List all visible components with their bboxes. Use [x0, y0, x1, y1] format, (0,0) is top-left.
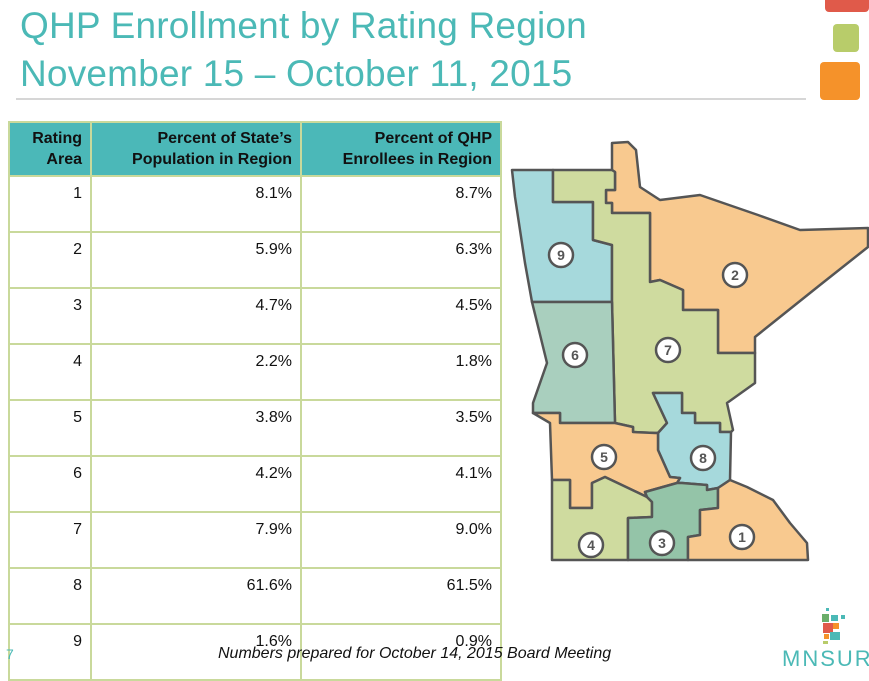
rating-area-cell: 8 — [8, 567, 92, 625]
rating-area-cell: 2 — [8, 231, 92, 289]
enrollee-percent-cell: 9.0% — [300, 511, 502, 569]
table-row: 7 7.9% 9.0% — [8, 511, 502, 569]
logo-mark-square — [830, 632, 840, 640]
title-line-2: November 15 – October 11, 2015 — [20, 53, 573, 94]
rating-area-cell: 6 — [8, 455, 92, 513]
logo-mark-square — [822, 614, 829, 622]
region-label: 9 — [557, 247, 565, 263]
table-row: 4 2.2% 1.8% — [8, 343, 502, 401]
population-percent-cell: 5.9% — [90, 231, 302, 289]
region-label: 5 — [600, 449, 608, 465]
table-row: 5 3.8% 3.5% — [8, 399, 502, 457]
region-marker — [577, 531, 605, 559]
mnsure-logo: MNSURE — [782, 646, 869, 671]
region-marker — [728, 523, 756, 551]
column-header-line: Population in Region — [132, 151, 292, 168]
column-header: Rating Area — [8, 121, 92, 177]
logo-mark-square — [823, 623, 833, 633]
enrollee-percent-cell: 3.5% — [300, 399, 502, 457]
rating-area-cell: 1 — [8, 175, 92, 233]
minnesota-region-map: 1 2 3 4 5 6 7 8 9 — [510, 140, 869, 644]
enrollee-percent-cell: 6.3% — [300, 231, 502, 289]
logo-mark-square — [831, 615, 838, 621]
column-header-line: Percent of State’s — [157, 130, 292, 147]
footer-note: Numbers prepared for October 14, 2015 Bo… — [218, 645, 612, 662]
title-line-1: QHP Enrollment by Rating Region — [20, 5, 587, 46]
region-marker — [590, 443, 618, 471]
title-divider — [16, 98, 806, 100]
column-header: Percent of State’s Population in Region — [90, 121, 302, 177]
enrollee-percent-cell: 4.5% — [300, 287, 502, 345]
deco-square-red — [825, 0, 869, 12]
table-row: 8 61.6% 61.5% — [8, 567, 502, 625]
region-marker — [648, 529, 676, 557]
table-row: 2 5.9% 6.3% — [8, 231, 502, 289]
column-header-line: Enrollees in Region — [342, 151, 492, 168]
region-marker — [547, 241, 575, 269]
deco-square-orange — [820, 62, 860, 100]
table-row: 6 4.2% 4.1% — [8, 455, 502, 513]
table-row: 3 4.7% 4.5% — [8, 287, 502, 345]
rating-area-cell: 7 — [8, 511, 92, 569]
region-label: 1 — [738, 529, 746, 545]
region-marker — [689, 444, 717, 472]
slide-title: QHP Enrollment by Rating Region November… — [20, 2, 587, 98]
region-marker — [721, 261, 749, 289]
rating-area-cell: 5 — [8, 399, 92, 457]
table-row: 1 8.1% 8.7% — [8, 175, 502, 233]
page-number: 7 — [6, 646, 14, 662]
region-label: 4 — [587, 537, 595, 553]
region-label: 8 — [699, 450, 707, 466]
enrollee-percent-cell: 4.1% — [300, 455, 502, 513]
population-percent-cell: 2.2% — [90, 343, 302, 401]
logo-mark-square — [841, 615, 845, 619]
population-percent-cell: 7.9% — [90, 511, 302, 569]
region-label: 6 — [571, 347, 579, 363]
deco-square-green — [833, 24, 859, 52]
population-percent-cell: 61.6% — [90, 567, 302, 625]
enrollee-percent-cell: 1.8% — [300, 343, 502, 401]
population-percent-cell: 4.7% — [90, 287, 302, 345]
region-label: 7 — [664, 342, 672, 358]
rating-area-cell: 3 — [8, 287, 92, 345]
region-marker — [561, 341, 589, 369]
logo-mark-square — [826, 608, 829, 611]
column-header-line: Area — [46, 151, 82, 168]
map-region-1 — [686, 478, 810, 562]
enrollment-table: Rating Area Percent of State’s Population i… — [8, 121, 502, 681]
region-label: 2 — [731, 267, 739, 283]
logo-mark-square — [833, 623, 839, 629]
population-percent-cell: 4.2% — [90, 455, 302, 513]
population-percent-cell: 3.8% — [90, 399, 302, 457]
column-header-line: Percent of QHP — [374, 130, 492, 147]
rating-area-cell: 4 — [8, 343, 92, 401]
logo-mark-square — [824, 634, 829, 639]
enrollee-percent-cell: 8.7% — [300, 175, 502, 233]
region-label: 3 — [658, 535, 666, 551]
region-marker — [654, 336, 682, 364]
enrollee-percent-cell: 61.5% — [300, 567, 502, 625]
column-header: Percent of QHP Enrollees in Region — [300, 121, 502, 177]
logo-mark-square — [823, 641, 828, 644]
population-percent-cell: 8.1% — [90, 175, 302, 233]
column-header-line: Rating — [32, 130, 82, 147]
